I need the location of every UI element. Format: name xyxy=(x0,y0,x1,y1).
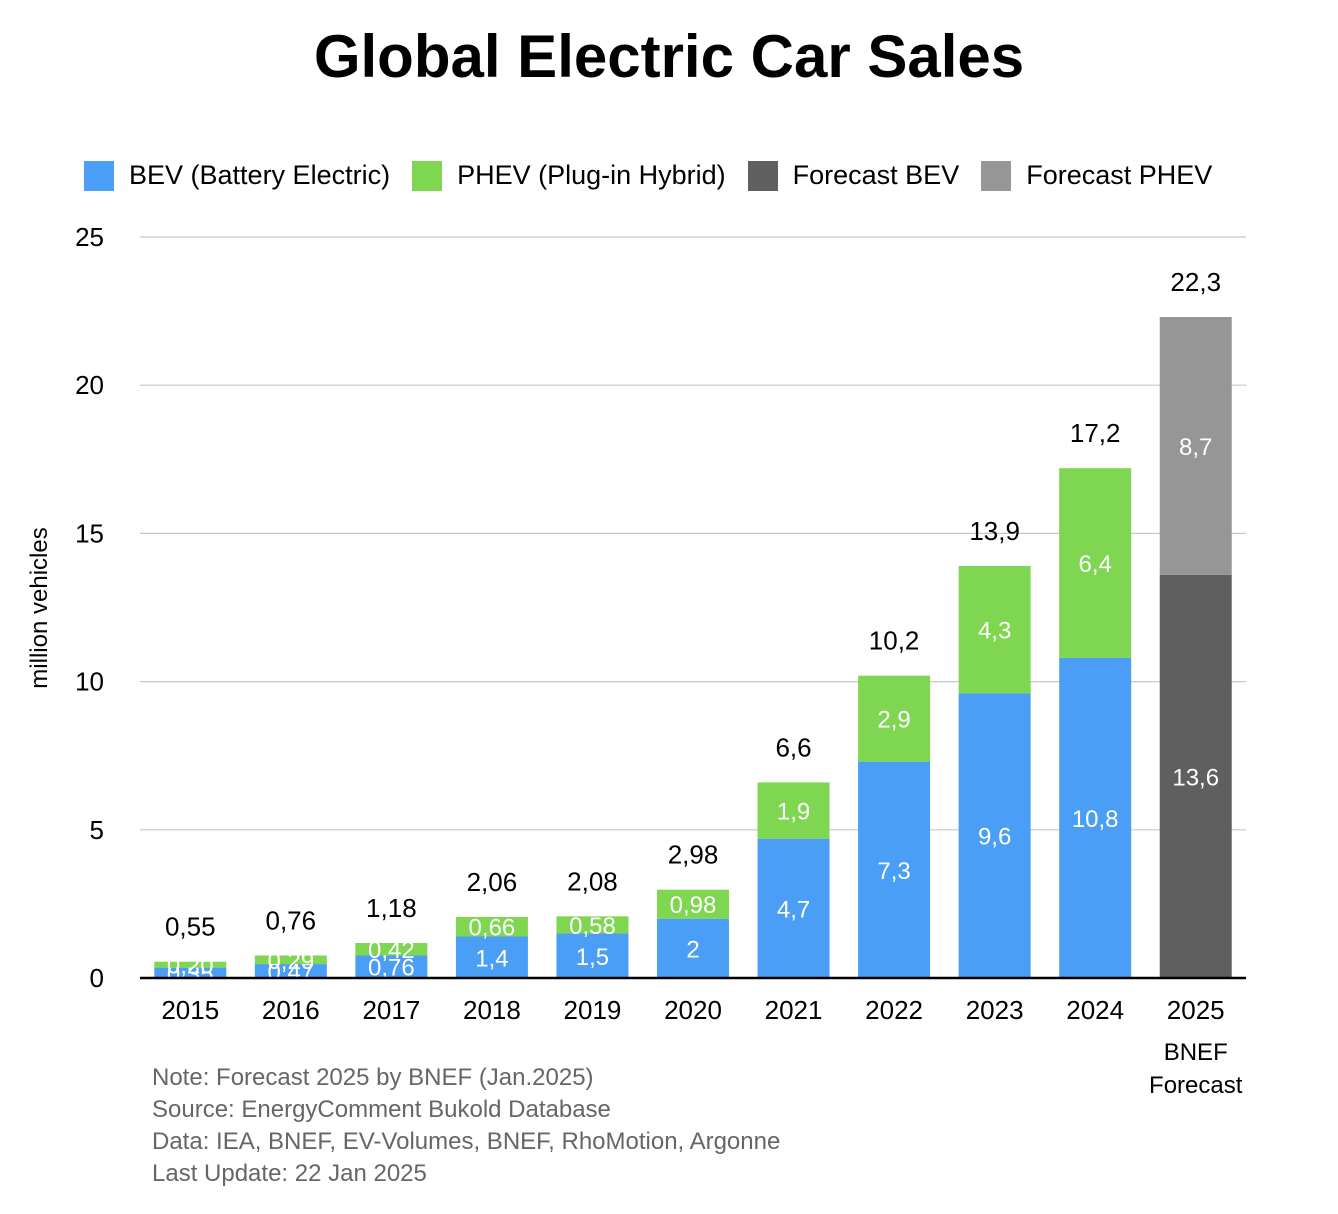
bar-segment-label: 13,6 xyxy=(1172,764,1219,791)
bar-segment-label: 0,42 xyxy=(368,937,415,964)
bar-segment xyxy=(254,964,327,978)
bar-segment-label: 8,7 xyxy=(1179,434,1212,461)
legend-swatch-forecast-phev xyxy=(981,160,1012,191)
bar-segment xyxy=(1059,468,1132,658)
bar-segment xyxy=(757,838,830,978)
y-tick-label: 0 xyxy=(90,963,104,993)
legend-label-forecast-phev: Forecast PHEV xyxy=(1026,160,1213,190)
bar-segment xyxy=(355,943,428,956)
x-tick-label: 2019 xyxy=(564,995,622,1025)
note-forecast: Note: Forecast 2025 by BNEF (Jan.2025) xyxy=(152,1064,594,1091)
legend-label-forecast-bev: Forecast BEV xyxy=(792,160,960,190)
bar-segment xyxy=(858,761,931,978)
bar-segment xyxy=(254,955,327,965)
bar-total-label: 2,08 xyxy=(567,866,618,896)
bar-segment-label: 0,58 xyxy=(569,913,616,940)
bar-total-label: 0,55 xyxy=(165,912,216,942)
bar-segment xyxy=(455,936,528,978)
bar-segment xyxy=(1159,574,1232,978)
chart-legend: BEV (Battery Electric) PHEV (Plug-in Hyb… xyxy=(84,160,1234,191)
bar-segment xyxy=(958,693,1031,978)
bar-segment xyxy=(1159,317,1232,575)
legend-label-phev: PHEV (Plug-in Hybrid) xyxy=(457,160,726,190)
bar-total-label: 22,3 xyxy=(1170,267,1221,297)
x-tick-label: 2020 xyxy=(664,995,722,1025)
x-tick-label: 2015 xyxy=(161,995,219,1025)
bar-segment xyxy=(858,675,931,762)
bar-segment-label: 1,4 xyxy=(475,945,508,972)
bar-total-label: 10,2 xyxy=(869,626,920,656)
bar-segment xyxy=(757,782,830,839)
legend-label-bev: BEV (Battery Electric) xyxy=(129,160,391,190)
bar-segment-label: 1,5 xyxy=(576,944,609,971)
chart-title: Global Electric Car Sales xyxy=(313,23,1025,90)
y-tick-label: 10 xyxy=(75,667,104,697)
x-tick-label: 2022 xyxy=(865,995,923,1025)
bar-segment-label: 4,7 xyxy=(777,896,810,923)
legend-swatch-phev xyxy=(412,160,443,191)
bar-segment-label: 10,8 xyxy=(1072,806,1119,833)
legend-item-forecast-phev: Forecast PHEV xyxy=(981,160,1212,191)
bar-segment-label: 2 xyxy=(686,936,699,963)
x-tick-sublabel: BNEF xyxy=(1164,1039,1228,1066)
bar-segment xyxy=(1059,657,1132,978)
x-tick-sublabel: Forecast xyxy=(1149,1072,1243,1099)
bar-segment xyxy=(355,955,428,978)
note-data: Data: IEA, BNEF, EV-Volumes, BNEF, RhoMo… xyxy=(152,1128,781,1155)
bar-total-label: 2,06 xyxy=(467,867,518,897)
legend-item-bev: BEV (Battery Electric) xyxy=(84,160,390,191)
x-tick-label: 2017 xyxy=(362,995,420,1025)
bar-segment-label: 0,29 xyxy=(267,948,314,975)
x-tick-label: 2025 xyxy=(1167,995,1225,1025)
y-tick-label: 20 xyxy=(75,370,104,400)
x-tick-label: 2018 xyxy=(463,995,521,1025)
bar-segment xyxy=(154,961,227,968)
bar-segment-label: 4,3 xyxy=(978,618,1011,645)
y-tick-label: 15 xyxy=(75,518,104,548)
note-source: Source: EnergyComment Bukold Database xyxy=(152,1096,611,1123)
legend-swatch-bev xyxy=(84,160,114,191)
bar-segment xyxy=(154,967,227,978)
x-tick-label: 2016 xyxy=(262,995,320,1025)
bar-segment xyxy=(958,566,1031,694)
bar-segment-label: 0,66 xyxy=(469,915,516,942)
bar-segment-label: 1,9 xyxy=(777,799,810,826)
chart-notes: Note: Forecast 2025 by BNEF (Jan.2025) S… xyxy=(152,1062,780,1190)
bar-segment-label: 0,20 xyxy=(167,953,214,980)
bar-segment xyxy=(556,933,629,978)
x-tick-label: 2023 xyxy=(966,995,1024,1025)
bar-total-label: 1,18 xyxy=(366,893,417,923)
bar-segment-label: 0,98 xyxy=(670,892,717,919)
legend-swatch-forecast-bev xyxy=(747,160,778,191)
bar-total-label: 0,76 xyxy=(266,905,317,935)
y-axis-label: million vehicles xyxy=(26,527,53,688)
bar-segment xyxy=(556,916,629,934)
bar-total-label: 17,2 xyxy=(1070,418,1121,448)
x-tick-label: 2021 xyxy=(765,995,823,1025)
bar-total-label: 2,98 xyxy=(668,840,719,870)
legend-item-phev: PHEV (Plug-in Hybrid) xyxy=(412,160,726,191)
bar-segment xyxy=(657,918,729,978)
bar-segment xyxy=(455,916,528,937)
note-last-update: Last Update: 22 Jan 2025 xyxy=(152,1160,427,1187)
x-tick-label: 2024 xyxy=(1066,995,1124,1025)
bar-segment-label: 7,3 xyxy=(877,858,910,885)
bar-segment-label: 9,6 xyxy=(978,824,1011,851)
y-tick-label: 25 xyxy=(75,222,104,252)
y-tick-label: 5 xyxy=(90,815,104,845)
legend-item-forecast-bev: Forecast BEV xyxy=(747,160,960,191)
bar-segment-label: 6,4 xyxy=(1078,551,1111,578)
bar-total-label: 13,9 xyxy=(969,516,1020,546)
bar-segment-label: 2,9 xyxy=(877,707,910,734)
bar-total-label: 6,6 xyxy=(775,732,811,762)
bar-segment xyxy=(657,889,729,919)
